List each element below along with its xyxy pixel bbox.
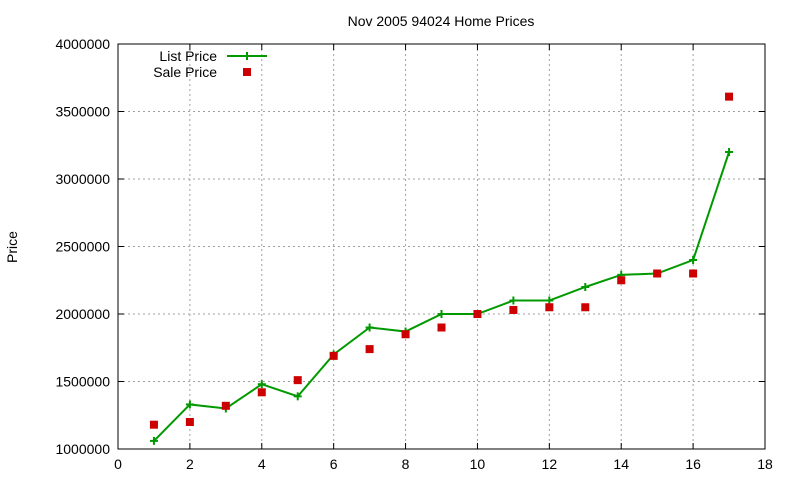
sale-price-point xyxy=(617,276,626,285)
x-tick-label: 18 xyxy=(757,456,773,472)
sale-price-point xyxy=(329,351,338,360)
list-price-point xyxy=(257,380,266,389)
list-price-series xyxy=(149,148,734,445)
x-tick-label: 0 xyxy=(114,456,122,472)
y-tick-label: 1000000 xyxy=(55,441,110,457)
sale-price-point xyxy=(689,269,698,278)
sale-price-legend-label: Sale Price xyxy=(153,64,217,80)
sale-price-legend-marker xyxy=(243,68,251,76)
y-tick-label: 2000000 xyxy=(55,306,110,322)
x-tick-label: 2 xyxy=(186,456,194,472)
y-tick-label: 4000000 xyxy=(55,36,110,52)
axis-ticks: 0 2 4 6 8 10 12 14 16 18 1000000 1500000 2000000 2500… xyxy=(55,36,773,472)
sale-price-point xyxy=(473,310,482,318)
list-price-point xyxy=(437,310,446,318)
sale-price-point xyxy=(509,305,518,314)
sale-price-point xyxy=(221,401,230,410)
x-tick-label: 4 xyxy=(258,456,266,472)
list-price-point xyxy=(509,296,518,305)
sale-price-point xyxy=(725,92,734,101)
x-tick-label: 6 xyxy=(330,456,338,472)
sale-price-point xyxy=(653,269,662,278)
sale-price-series xyxy=(149,92,734,429)
list-price-legend-marker xyxy=(243,52,251,60)
y-tick-label: 3000000 xyxy=(55,171,110,187)
sale-price-point xyxy=(257,388,266,397)
grid-lines xyxy=(118,44,765,449)
list-price-point xyxy=(185,400,194,409)
list-price-point xyxy=(725,148,734,156)
y-tick-label: 3500000 xyxy=(55,104,110,120)
list-price-point xyxy=(365,323,374,332)
list-price-line xyxy=(153,151,731,442)
y-tick-label: 2500000 xyxy=(55,239,110,255)
x-tick-label: 14 xyxy=(613,456,629,472)
list-price-legend-label: List Price xyxy=(159,48,217,64)
x-tick-label: 10 xyxy=(470,456,486,472)
sale-price-point xyxy=(581,303,590,312)
list-price-point xyxy=(581,283,590,291)
sale-price-point xyxy=(149,420,158,429)
x-tick-label: 12 xyxy=(542,456,558,472)
list-price-point xyxy=(689,256,698,264)
list-price-point xyxy=(149,436,158,445)
sale-price-point xyxy=(293,376,302,385)
y-axis-label: Price xyxy=(4,231,20,263)
sale-price-point xyxy=(401,330,410,339)
sale-price-point xyxy=(437,323,446,332)
sale-price-point xyxy=(545,303,554,312)
list-price-point xyxy=(545,296,554,305)
plot-frame xyxy=(117,43,766,450)
list-price-point xyxy=(293,392,302,401)
y-tick-label: 1500000 xyxy=(55,374,110,390)
x-tick-label: 16 xyxy=(685,456,701,472)
chart-title: Nov 2005 94024 Home Prices xyxy=(348,13,535,29)
series-layer xyxy=(149,92,734,445)
sale-price-point xyxy=(185,418,194,426)
sale-price-point xyxy=(365,345,374,354)
x-tick-label: 8 xyxy=(402,456,410,472)
